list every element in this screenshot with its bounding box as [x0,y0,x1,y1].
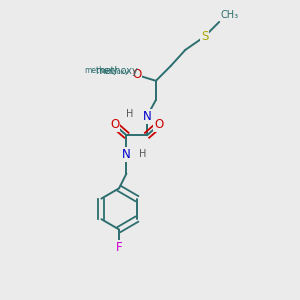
Text: methoxy: methoxy [84,66,118,75]
Text: N: N [143,110,152,123]
Text: Methoxy: Methoxy [100,69,130,75]
Text: O: O [154,118,164,131]
Text: CH₃: CH₃ [221,11,239,20]
Text: H: H [139,149,146,159]
Text: O: O [132,68,141,81]
Text: F: F [116,241,122,254]
Text: O: O [110,118,119,131]
Text: H: H [126,109,133,119]
Text: N: N [122,148,131,161]
Text: methoxy: methoxy [95,65,137,76]
Text: S: S [201,30,208,43]
